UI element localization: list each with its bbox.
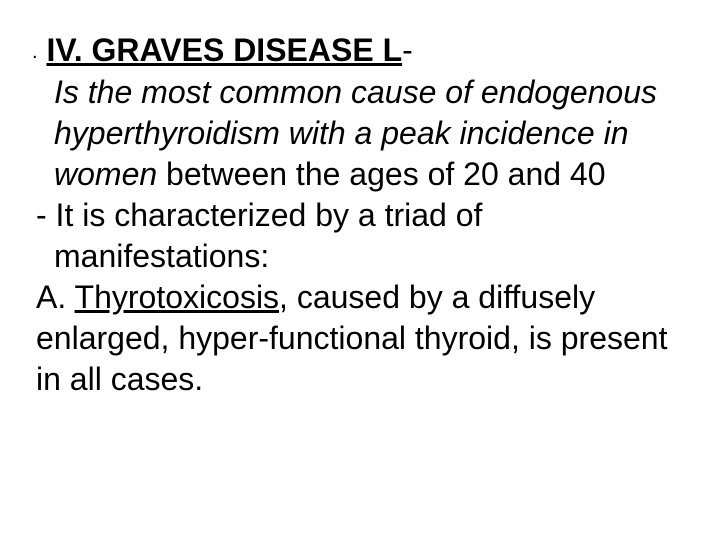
bullet-line1: - It is characterized by a triad of (36, 197, 482, 233)
triad-a-term: Thyrotoxicosis (75, 279, 280, 315)
triad-a: A. Thyrotoxicosis, caused by a diffusely… (32, 277, 688, 400)
slide-body: Is the most common cause of endogenous h… (32, 72, 688, 400)
heading-trailing-dash: - (402, 32, 413, 68)
heading-line: . IV. GRAVES DISEASE L- (32, 30, 688, 70)
slide-content: . IV. GRAVES DISEASE L- Is the most comm… (0, 0, 720, 430)
bullet-triad: - It is characterized by a triad of mani… (32, 195, 688, 277)
slide-heading: IV. GRAVES DISEASE L (46, 32, 402, 68)
triad-a-prefix: A. (36, 279, 75, 315)
intro-rest: between the ages of 20 and 40 (157, 156, 605, 192)
heading-dot: . (32, 41, 38, 63)
paragraph-intro: Is the most common cause of endogenous h… (32, 72, 688, 195)
bullet-line2: manifestations: (54, 238, 269, 274)
